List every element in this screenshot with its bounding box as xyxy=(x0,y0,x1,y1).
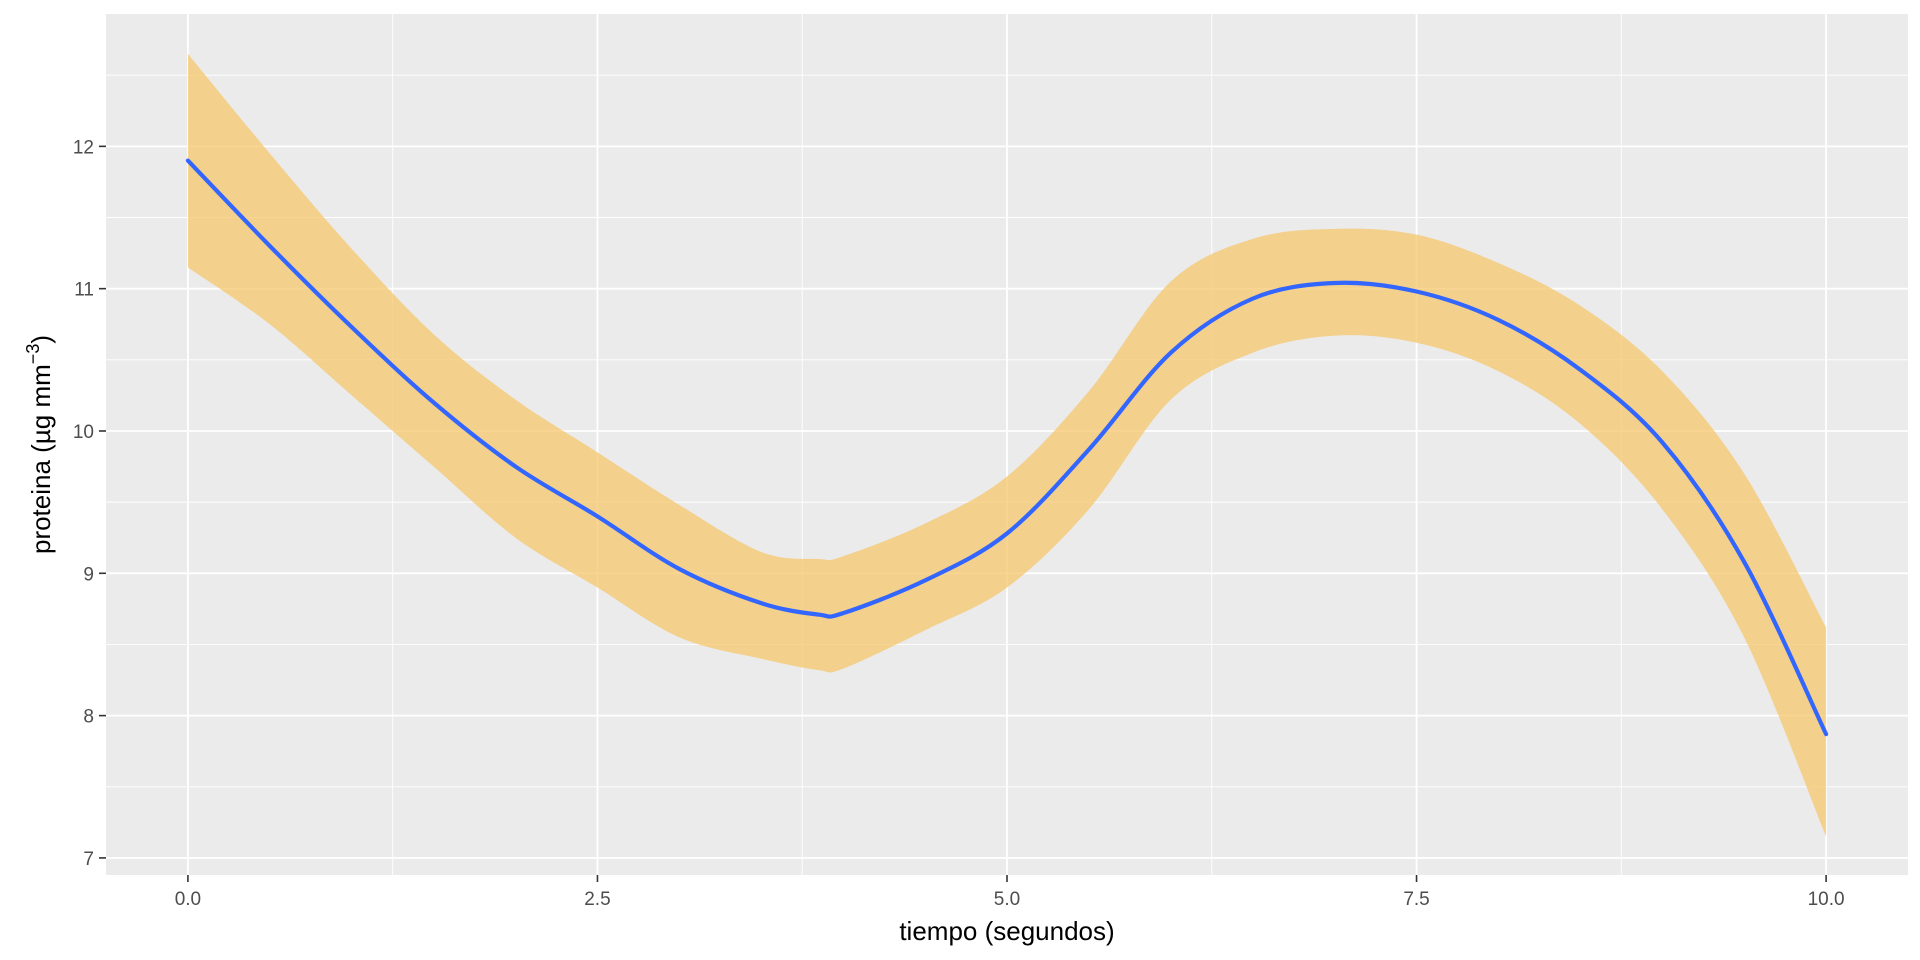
x-tick-label: 5.0 xyxy=(994,889,1020,910)
smooth-line xyxy=(185,158,1829,737)
x-axis: 0.0 2.5 5.0 7.5 10.0 xyxy=(175,875,1845,910)
y-tick-label: 12 xyxy=(73,137,94,158)
y-tick-label: 9 xyxy=(83,564,94,585)
x-axis-title: tiempo (segundos) xyxy=(899,916,1114,946)
x-tick-label: 2.5 xyxy=(584,889,610,910)
y-axis-title-superscript: −3 xyxy=(23,344,43,365)
x-tick-label: 0.0 xyxy=(175,889,201,910)
y-axis-title: proteina (µg mm−3) xyxy=(23,335,56,554)
y-tick-label: 8 xyxy=(83,707,94,728)
x-tick-label: 10.0 xyxy=(1808,889,1845,910)
y-axis-title-close: ) xyxy=(26,335,56,344)
y-axis-title-text: proteina (µg mm xyxy=(26,364,56,554)
major-gridlines xyxy=(106,14,1908,875)
y-axis: 7 8 9 10 11 12 xyxy=(73,137,106,870)
x-tick-label: 7.5 xyxy=(1403,889,1429,910)
y-tick-label: 7 xyxy=(83,849,94,870)
y-tick-label: 11 xyxy=(74,280,94,301)
y-tick-label: 10 xyxy=(73,422,94,443)
confidence-band xyxy=(187,53,1827,837)
